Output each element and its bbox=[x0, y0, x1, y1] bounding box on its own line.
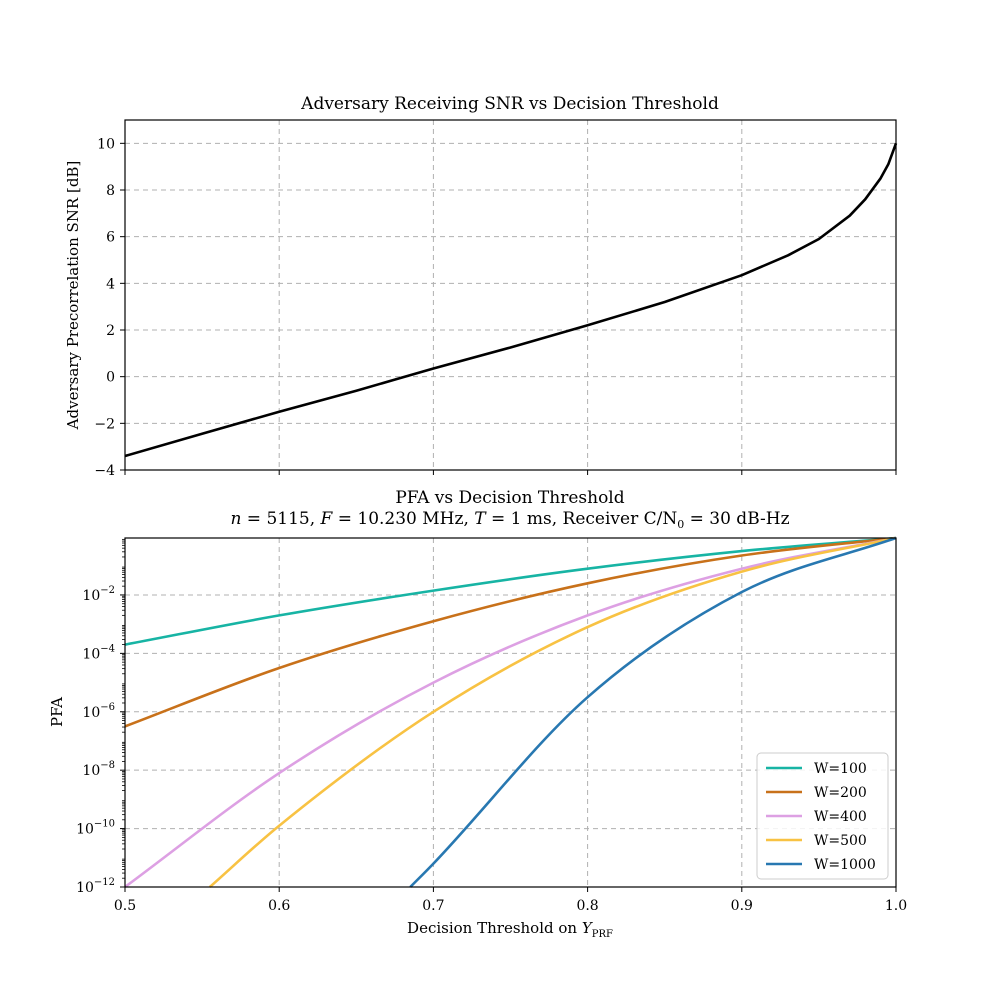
pfa-chart-subtitle: n = 5115, F = 10.230 MHz, T = 1 ms, Rece… bbox=[230, 509, 789, 531]
pfa-curve-w-500 bbox=[208, 536, 897, 888]
snr-y-tick-label: −4 bbox=[94, 463, 115, 479]
legend-label: W=1000 bbox=[814, 857, 876, 873]
pfa-y-tick-label: 10−8 bbox=[82, 760, 115, 779]
pfa-plot-frame bbox=[124, 537, 897, 888]
snr-y-tick-label: 10 bbox=[97, 136, 115, 152]
pfa-legend: W=100 W=200 W=400 W=500 W=1000 bbox=[756, 752, 889, 880]
snr-ticks: −4 −2 0 2 4 6 8 10 bbox=[94, 136, 897, 479]
pfa-x-tick-label: 0.8 bbox=[576, 898, 598, 914]
pfa-x-tick-label: 0.6 bbox=[268, 898, 290, 914]
pfa-curve-w-1000 bbox=[409, 536, 897, 888]
snr-chart: Adversary Receiving SNR vs Decision Thre… bbox=[64, 94, 898, 479]
snr-y-tick-label: 8 bbox=[106, 183, 115, 199]
pfa-chart: PFA vs Decision Threshold n = 5115, F = … bbox=[48, 488, 907, 940]
snr-plot-frame bbox=[124, 119, 897, 471]
legend-label: W=500 bbox=[814, 833, 867, 849]
pfa-x-tick-label: 1.0 bbox=[885, 898, 907, 914]
pfa-curve-w-200 bbox=[124, 536, 897, 728]
snr-y-tick-label: 0 bbox=[106, 370, 115, 386]
snr-y-tick-label: 4 bbox=[106, 276, 115, 292]
snr-curve bbox=[124, 142, 898, 458]
legend-box bbox=[756, 752, 889, 880]
legend-label: W=400 bbox=[814, 809, 867, 825]
pfa-x-tick-label: 0.9 bbox=[731, 898, 753, 914]
snr-y-tick-label: 2 bbox=[106, 323, 115, 339]
snr-y-axis-label: Adversary Precorrelation SNR [dB] bbox=[64, 161, 82, 431]
pfa-y-tick-label: 10−4 bbox=[82, 643, 115, 662]
pfa-x-tick-label: 0.7 bbox=[422, 898, 444, 914]
snr-chart-title: Adversary Receiving SNR vs Decision Thre… bbox=[300, 94, 719, 114]
pfa-y-tick-label: 10−12 bbox=[76, 877, 115, 896]
legend-label: W=200 bbox=[814, 785, 867, 801]
pfa-curve-w-100 bbox=[124, 536, 897, 646]
pfa-ticks: 0.5 0.6 0.7 0.8 0.9 1.0 10−12 10−10 10−8 10−6 10−4… bbox=[76, 538, 907, 914]
snr-series bbox=[124, 142, 898, 458]
snr-y-tick-label: −2 bbox=[94, 416, 115, 432]
pfa-x-tick-label: 0.5 bbox=[114, 898, 136, 914]
pfa-y-tick-label: 10−10 bbox=[76, 819, 115, 838]
snr-y-tick-label: 6 bbox=[106, 230, 115, 246]
pfa-chart-title: PFA vs Decision Threshold bbox=[395, 488, 624, 508]
pfa-curve-w-400 bbox=[124, 536, 897, 889]
pfa-y-tick-label: 10−2 bbox=[82, 585, 115, 604]
pfa-y-tick-label: 10−6 bbox=[82, 702, 115, 721]
pfa-series bbox=[124, 536, 897, 889]
legend-label: W=100 bbox=[814, 761, 867, 777]
pfa-x-axis-label: Decision Threshold on YPRF bbox=[407, 919, 613, 940]
pfa-y-axis-label: PFA bbox=[48, 697, 66, 727]
